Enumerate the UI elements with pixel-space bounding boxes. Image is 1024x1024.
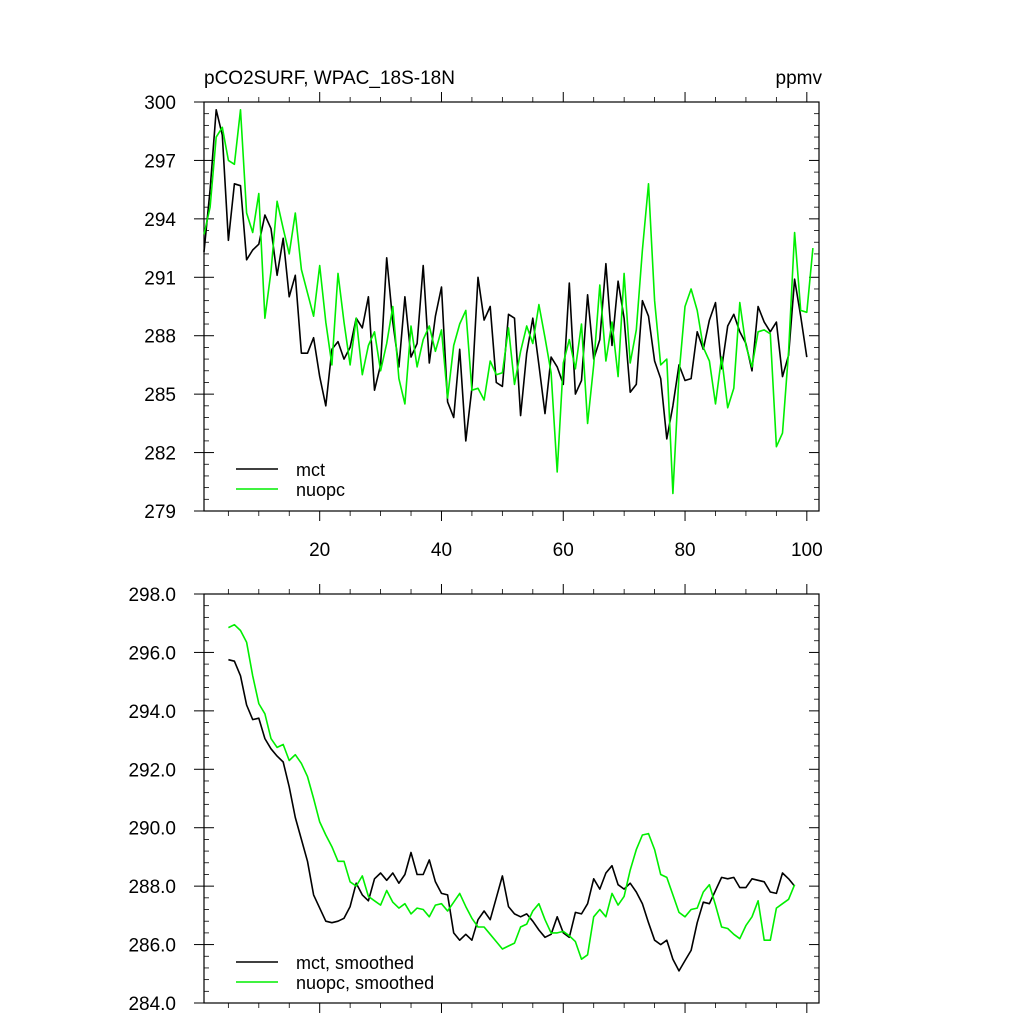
legend-label-nuopc-smoothed: nuopc, smoothed [296,973,434,993]
bottom-y-tick-label: 290.0 [128,819,176,840]
legend-label-mct-smoothed: mct, smoothed [296,953,414,973]
legend-label-nuopc: nuopc [296,480,345,500]
top-x-tick-label: 40 [431,540,452,561]
top-chart-frame [203,101,820,512]
top-x-tick-label: 60 [553,540,574,561]
bottom-y-tick-label: 298.0 [128,585,176,606]
bottom-y-tick-label: 294.0 [128,702,176,723]
bottom-chart-ticks: 284.0 286.0 288.0 290.0 292.0 294.0 296.0 298.0 [128,584,819,1015]
bottom-y-tick-label: 296.0 [128,643,176,664]
bottom-series-line-mct-smoothed [228,658,796,972]
top-x-tick-label: 80 [674,540,695,561]
bottom-y-tick-label: 292.0 [128,760,176,781]
top-x-tick-label: 20 [309,540,330,561]
bottom-chart-legend: mct, smoothed nuopc, smoothed [236,953,434,993]
top-series-line-nuopc [203,109,814,495]
bottom-chart-series [228,623,796,972]
bottom-chart-frame [203,593,820,1004]
top-y-tick-label: 288 [144,327,176,348]
bottom-y-tick-label: 288.0 [128,877,176,898]
legend-label-mct: mct [296,460,325,480]
bottom-series-line-nuopc-smoothed [228,623,796,961]
top-x-tick-label: 100 [791,540,823,561]
top-chart: pCO2SURF, WPAC_18S-18N ppmv 279 282 285 288… [144,68,822,561]
top-y-tick-label: 282 [144,444,176,465]
bottom-chart: 284.0 286.0 288.0 290.0 292.0 294.0 296.0 298.0… [128,584,820,1015]
top-chart-series [203,109,814,495]
top-y-tick-label: 294 [144,210,176,231]
top-y-tick-label: 300 [144,93,176,114]
top-y-tick-label: 297 [144,151,176,172]
bottom-y-tick-label: 286.0 [128,936,176,957]
top-chart-ticks: 279 282 285 288 291 294 297 300 20 40 60 80 100 [144,92,823,561]
top-chart-title: pCO2SURF, WPAC_18S-18N [204,68,455,89]
top-chart-legend: mct nuopc [236,460,345,500]
top-y-tick-label: 291 [144,268,176,289]
top-chart-units: ppmv [776,68,823,89]
top-y-tick-label: 279 [144,502,176,523]
top-y-tick-label: 285 [144,385,176,406]
bottom-y-tick-label: 284.0 [128,994,176,1015]
